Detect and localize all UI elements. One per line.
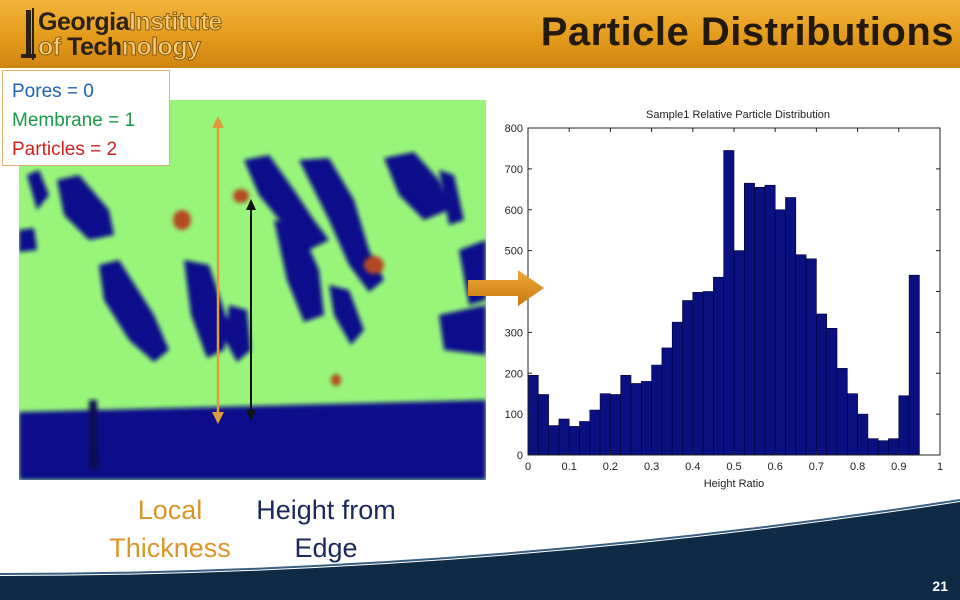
caption-local-line1: Local (137, 495, 203, 525)
legend-particles: Particles = 2 (12, 139, 118, 160)
header-bar: GeorgiaInstitute of Technology Particle … (0, 0, 960, 68)
histogram-bar (816, 313, 827, 456)
y-tick-label: 0 (517, 450, 523, 462)
histogram-bar (723, 150, 735, 456)
histogram-bar (630, 383, 642, 456)
histogram-bar (764, 184, 776, 456)
histogram-bar (548, 425, 560, 456)
georgia-tech-logo: GeorgiaInstitute of Technology (8, 6, 268, 62)
particle-regions (173, 189, 384, 386)
histogram-bar (610, 394, 622, 456)
y-tick-label: 100 (505, 409, 523, 421)
histogram-bar (641, 381, 652, 456)
particle-map-image (19, 100, 486, 480)
histogram-bar (671, 321, 683, 456)
legend-pores: Pores = 0 (12, 81, 94, 102)
y-tick-label: 700 (505, 164, 523, 176)
y-tick-label: 800 (505, 123, 523, 135)
histogram-bar (692, 292, 704, 456)
histogram-bar (579, 421, 591, 456)
histogram-bar (857, 413, 869, 456)
histogram-bar (877, 440, 889, 456)
pores-regions (19, 152, 486, 480)
histogram-bars (527, 150, 920, 456)
logo-tech: Tech (67, 33, 122, 61)
x-tick-label: 0 (525, 461, 531, 473)
page-number: 21 (932, 578, 948, 594)
histogram-bar (888, 438, 900, 456)
histogram-bar (867, 438, 879, 456)
histogram-bar (651, 364, 663, 456)
y-tick-label: 600 (505, 205, 523, 217)
y-tick-label: 500 (505, 246, 523, 258)
caption-height-line1: Height from (256, 495, 396, 525)
histogram-bar (568, 426, 580, 456)
histogram-bar (713, 276, 724, 456)
x-tick-label: 0.8 (850, 461, 865, 473)
histogram-bar (702, 291, 714, 456)
x-tick-label: 1 (937, 461, 943, 473)
value-legend: Pores = 0 Membrane = 1 Particles = 2 (2, 70, 170, 166)
histogram-bar (620, 374, 632, 456)
x-tick-label: 0.4 (685, 461, 700, 473)
caption-local-line2: Thickness (109, 533, 231, 563)
tech-tower-icon (21, 8, 36, 60)
x-tick-label: 0.7 (809, 461, 824, 473)
logo-institute: Institute (128, 8, 222, 36)
histogram-bar (744, 182, 755, 456)
x-axis-label: Height Ratio (704, 478, 765, 490)
histogram-bar (558, 418, 570, 456)
y-tick-label: 300 (505, 327, 523, 339)
histogram-bar (826, 327, 838, 456)
y-tick-label: 200 (505, 368, 523, 380)
x-tick-label: 0.5 (726, 461, 741, 473)
x-tick-label: 0.1 (562, 461, 577, 473)
logo-georgia: Georgia (38, 8, 129, 36)
x-tick-label: 0.9 (891, 461, 906, 473)
histogram-bar (682, 300, 694, 456)
histogram-bar (733, 250, 745, 456)
x-tick-label: 0.2 (603, 461, 618, 473)
x-tick-label: 0.6 (768, 461, 783, 473)
histogram-bar (785, 197, 797, 456)
x-axis-ticks: 0 0.1 0.2 0.3 0.4 0.5 0.6 0.7 0.8 0.9 1 (525, 128, 943, 473)
legend-membrane: Membrane = 1 (12, 110, 136, 131)
logo-nology: nology (121, 33, 201, 61)
chart-title: Sample1 Relative Particle Distribution (646, 109, 830, 121)
histogram-bar (599, 393, 611, 456)
histogram-bar (754, 186, 766, 456)
height-from-edge-caption: Height from Edge (240, 491, 412, 567)
histogram-bar (527, 374, 539, 456)
x-tick-label: 0.3 (644, 461, 659, 473)
histogram-bar (908, 274, 920, 456)
logo-of: of (38, 33, 62, 61)
histogram-bar (589, 409, 601, 456)
footer-band (0, 499, 960, 600)
histogram-bar (846, 393, 858, 456)
particle-distribution-histogram: Sample1 Relative Particle Distribution 0… (505, 109, 943, 490)
histogram-bar (537, 394, 549, 456)
histogram-bar (774, 209, 786, 456)
slide-title: Particle Distributions (540, 10, 954, 54)
histogram-bar (898, 395, 910, 456)
local-thickness-caption: Local Thickness (95, 491, 245, 567)
histogram-bar (805, 258, 817, 456)
logo-line1: GeorgiaInstitute (38, 8, 223, 36)
right-arrow-icon (468, 270, 544, 306)
histogram-bar (661, 347, 673, 456)
histogram-bar (795, 254, 807, 456)
histogram-bar (836, 368, 848, 456)
caption-height-line2: Edge (294, 533, 358, 563)
logo-line2: of Technology (38, 33, 202, 61)
